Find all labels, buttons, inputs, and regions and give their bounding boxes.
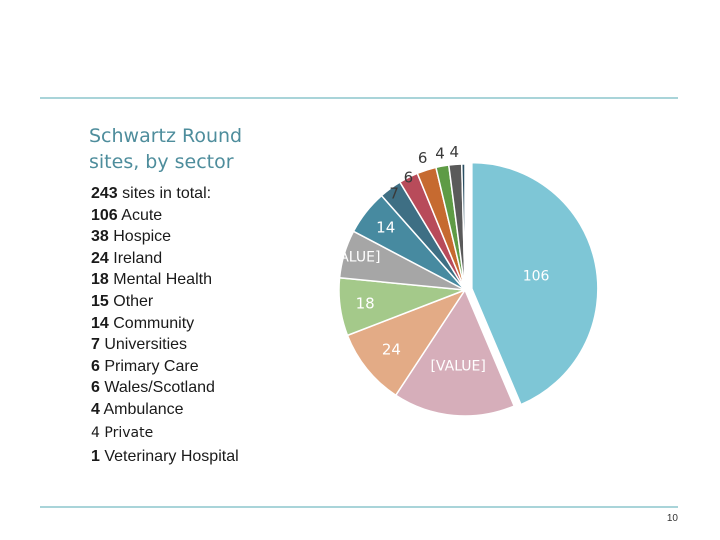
title-line-2: sites, by sector bbox=[89, 151, 234, 173]
pie-label-private: 4 bbox=[449, 143, 459, 161]
summary-community: 14 Community bbox=[91, 314, 195, 332]
summary-ireland: 24 Ireland bbox=[91, 249, 163, 267]
pie-label-primary-care: 6 bbox=[404, 168, 414, 186]
summary-veterinary-hospital: 1 Veterinary Hospital bbox=[91, 447, 239, 465]
slide-title: Schwartz Round sites, by sector bbox=[89, 123, 289, 175]
summary-total: 243 sites in total: bbox=[91, 185, 212, 202]
summary-other: 15 Other bbox=[91, 292, 154, 310]
title-line-1: Schwartz Round bbox=[89, 125, 243, 147]
pie-label-other: [VALUE] bbox=[325, 249, 380, 265]
summary-mental-health: 18 Mental Health bbox=[91, 271, 212, 289]
pie-label-universities: 7 bbox=[389, 185, 399, 203]
summary-hospice: 38 Hospice bbox=[91, 228, 172, 246]
pie-slice-veterinary-hospital bbox=[460, 163, 466, 291]
pie-label-community: 14 bbox=[376, 219, 395, 237]
summary-primary-care: 6 Primary Care bbox=[91, 357, 199, 375]
page-number: 10 bbox=[666, 513, 678, 524]
pie-slice-hospice bbox=[394, 288, 516, 417]
summary-universities: 7 Universities bbox=[91, 336, 188, 354]
top-divider bbox=[40, 97, 678, 99]
pie-label-ireland: 24 bbox=[382, 340, 401, 358]
summary-acute: 106 Acute bbox=[91, 206, 163, 224]
pie-label-mental-health: 18 bbox=[356, 295, 375, 313]
summary-ambulance: 4 Ambulance bbox=[91, 400, 184, 418]
pie-label-hospice: [VALUE] bbox=[430, 358, 485, 374]
pie-label-acute: 106 bbox=[523, 269, 550, 285]
sector-summary-list: 243 sites in total: 106 Acute 38 Hospice… bbox=[91, 183, 331, 467]
pie-slice-acute bbox=[471, 161, 599, 406]
summary-wales-scotland: 6 Wales/Scotland bbox=[91, 379, 215, 397]
pie-label-wales-scotland: 6 bbox=[418, 149, 428, 167]
bottom-divider bbox=[40, 506, 678, 508]
pie-slice-ireland bbox=[346, 288, 467, 397]
summary-private: 4 Private bbox=[91, 424, 154, 441]
pie-label-ambulance: 4 bbox=[435, 145, 445, 163]
